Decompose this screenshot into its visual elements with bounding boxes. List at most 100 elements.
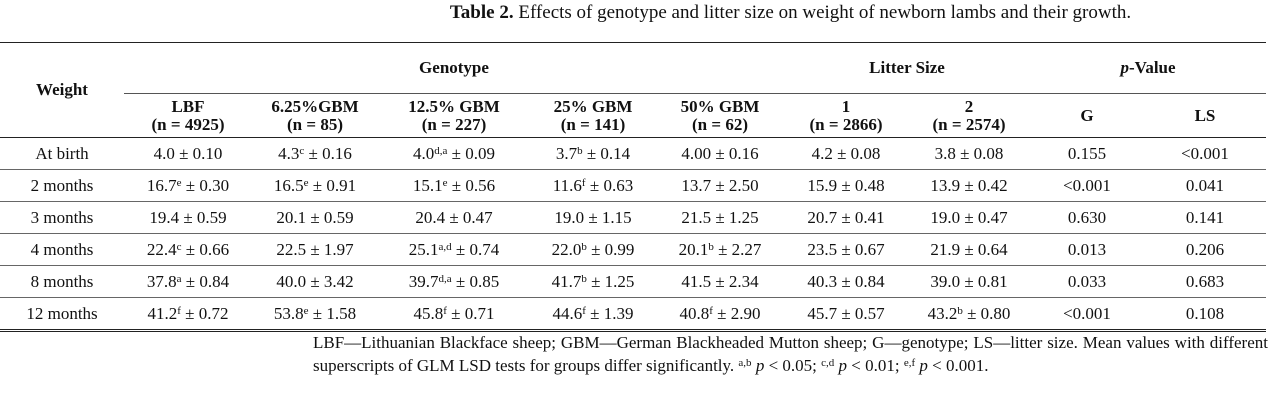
sd: 0.16 bbox=[728, 143, 759, 163]
mean: 4.0 bbox=[153, 143, 175, 163]
column-name: LS bbox=[1194, 105, 1216, 125]
sd: 0.57 bbox=[854, 303, 885, 323]
superscript: e bbox=[176, 176, 182, 189]
superscript: f bbox=[582, 304, 586, 317]
superscript: f bbox=[443, 304, 447, 317]
superscript: c bbox=[176, 240, 182, 253]
p-g-cell: <0.001 bbox=[1030, 297, 1144, 332]
table-row: 3 months 19.4 ± 0.59 20.1 ± 0.59 20.4 ± 0.4… bbox=[0, 201, 1266, 234]
mean: 22.0 bbox=[551, 239, 582, 259]
column-header: LBF (n = 4925) bbox=[124, 93, 252, 138]
mean: 43.2 bbox=[927, 303, 958, 323]
mean: 3.7 bbox=[555, 143, 578, 163]
sd: 0.74 bbox=[469, 239, 500, 259]
value-cell: 20.7 ± 0.41 bbox=[784, 201, 908, 234]
sd: 0.16 bbox=[322, 143, 352, 163]
value-cell: 16.7e ± 0.30 bbox=[124, 169, 252, 202]
value-cell: 4.0d,a ± 0.09 bbox=[378, 137, 530, 170]
column-header: 50% GBM (n = 62) bbox=[656, 93, 784, 138]
mean: 45.7 bbox=[807, 303, 838, 323]
value-cell: 40.0 ± 3.42 bbox=[252, 265, 378, 298]
value-cell: 41.5 ± 2.34 bbox=[656, 265, 784, 298]
superscript: f bbox=[581, 176, 586, 189]
value-cell: 4.3c ± 0.16 bbox=[252, 137, 378, 170]
sd: 0.64 bbox=[977, 239, 1008, 259]
sd: 0.71 bbox=[464, 303, 495, 323]
sd: 0.99 bbox=[604, 239, 635, 259]
sd: 0.47 bbox=[977, 207, 1008, 227]
sd: 0.47 bbox=[462, 207, 493, 227]
sd: 1.25 bbox=[604, 271, 635, 291]
header-p-value: p-Value bbox=[1030, 42, 1266, 94]
p-ls-cell: 0.041 bbox=[1144, 169, 1266, 202]
mean: 21.5 bbox=[681, 207, 712, 227]
mean: 3.8 bbox=[934, 143, 956, 163]
superscript: d,a bbox=[434, 144, 448, 157]
column-header: 2 (n = 2574) bbox=[908, 93, 1030, 138]
mean: 15.1 bbox=[412, 175, 443, 195]
column-header: 1 (n = 2866) bbox=[784, 93, 908, 138]
value-cell: 4.00 ± 0.16 bbox=[656, 137, 784, 170]
value-cell: 11.6f ± 0.63 bbox=[530, 169, 656, 202]
value-cell: 15.1e ± 0.56 bbox=[378, 169, 530, 202]
row-label: 8 months bbox=[0, 265, 124, 298]
mean: 25.1 bbox=[408, 239, 439, 259]
sd: 2.50 bbox=[728, 175, 759, 195]
row-label: At birth bbox=[0, 137, 124, 170]
p-ls-cell: 0.108 bbox=[1144, 297, 1266, 332]
table-row: 2 months 16.7e ± 0.30 16.5e ± 0.91 15.1e ± … bbox=[0, 169, 1266, 202]
sup: a,b bbox=[738, 357, 752, 369]
superscript: b bbox=[708, 240, 714, 253]
column-name: 1 bbox=[841, 96, 851, 116]
mean: 22.5 bbox=[276, 239, 307, 259]
footnote-text: < 0.001. bbox=[927, 356, 989, 375]
p-italic: p bbox=[919, 356, 928, 375]
row-label: 12 months bbox=[0, 297, 124, 332]
table-row: At birth 4.0 ± 0.10 4.3c ± 0.16 4.0d,a ± 0.… bbox=[0, 137, 1266, 170]
sd: 0.10 bbox=[192, 143, 223, 163]
value-cell: 16.5e ± 0.91 bbox=[252, 169, 378, 202]
superscript: e bbox=[303, 304, 309, 317]
sd: 0.91 bbox=[326, 175, 357, 195]
sup: e,f bbox=[903, 357, 916, 369]
sd: 3.42 bbox=[323, 271, 354, 291]
column-name: G bbox=[1080, 105, 1094, 125]
column-name: 6.25%GBM bbox=[271, 96, 359, 116]
superscript: d,a bbox=[438, 272, 452, 285]
value-cell: 21.9 ± 0.64 bbox=[908, 233, 1030, 266]
mean: 53.8 bbox=[273, 303, 304, 323]
value-cell: 40.8f ± 2.90 bbox=[656, 297, 784, 332]
value-cell: 39.7d,a ± 0.85 bbox=[378, 265, 530, 298]
superscript: b bbox=[577, 144, 583, 157]
superscript: f bbox=[177, 304, 181, 317]
sd: 0.48 bbox=[854, 175, 885, 195]
mean: 40.0 bbox=[276, 271, 307, 291]
superscript: b bbox=[581, 240, 587, 253]
value-cell: 13.7 ± 2.50 bbox=[656, 169, 784, 202]
value-cell: 19.0 ± 0.47 bbox=[908, 201, 1030, 234]
value-cell: 43.2b ± 0.80 bbox=[908, 297, 1030, 332]
mean: 20.4 bbox=[415, 207, 446, 227]
column-n: (n = 2866) bbox=[809, 114, 883, 134]
p-g-cell: <0.001 bbox=[1030, 169, 1144, 202]
mean: 13.7 bbox=[681, 175, 712, 195]
column-n: (n = 85) bbox=[287, 114, 343, 134]
column-header: 12.5% GBM (n = 227) bbox=[378, 93, 530, 138]
sup: c,d bbox=[821, 357, 835, 369]
p-italic: p bbox=[838, 356, 848, 375]
mean: 44.6 bbox=[552, 303, 583, 323]
p-g-cell: 0.630 bbox=[1030, 201, 1144, 234]
value-cell: 45.7 ± 0.57 bbox=[784, 297, 908, 332]
mean: 19.0 bbox=[554, 207, 585, 227]
sd: 0.56 bbox=[465, 175, 496, 195]
sd: 0.14 bbox=[600, 143, 631, 163]
column-name: LBF bbox=[171, 96, 205, 116]
column-header: G bbox=[1030, 93, 1144, 138]
table-row: 8 months 37.8a ± 0.84 40.0 ± 3.42 39.7d,a ±… bbox=[0, 265, 1266, 298]
caption-label: Table 2. bbox=[449, 2, 514, 23]
mean: 39.7 bbox=[408, 271, 439, 291]
value-cell: 4.2 ± 0.08 bbox=[784, 137, 908, 170]
value-cell: 15.9 ± 0.48 bbox=[784, 169, 908, 202]
mean: 19.0 bbox=[930, 207, 961, 227]
mean: 40.3 bbox=[807, 271, 838, 291]
